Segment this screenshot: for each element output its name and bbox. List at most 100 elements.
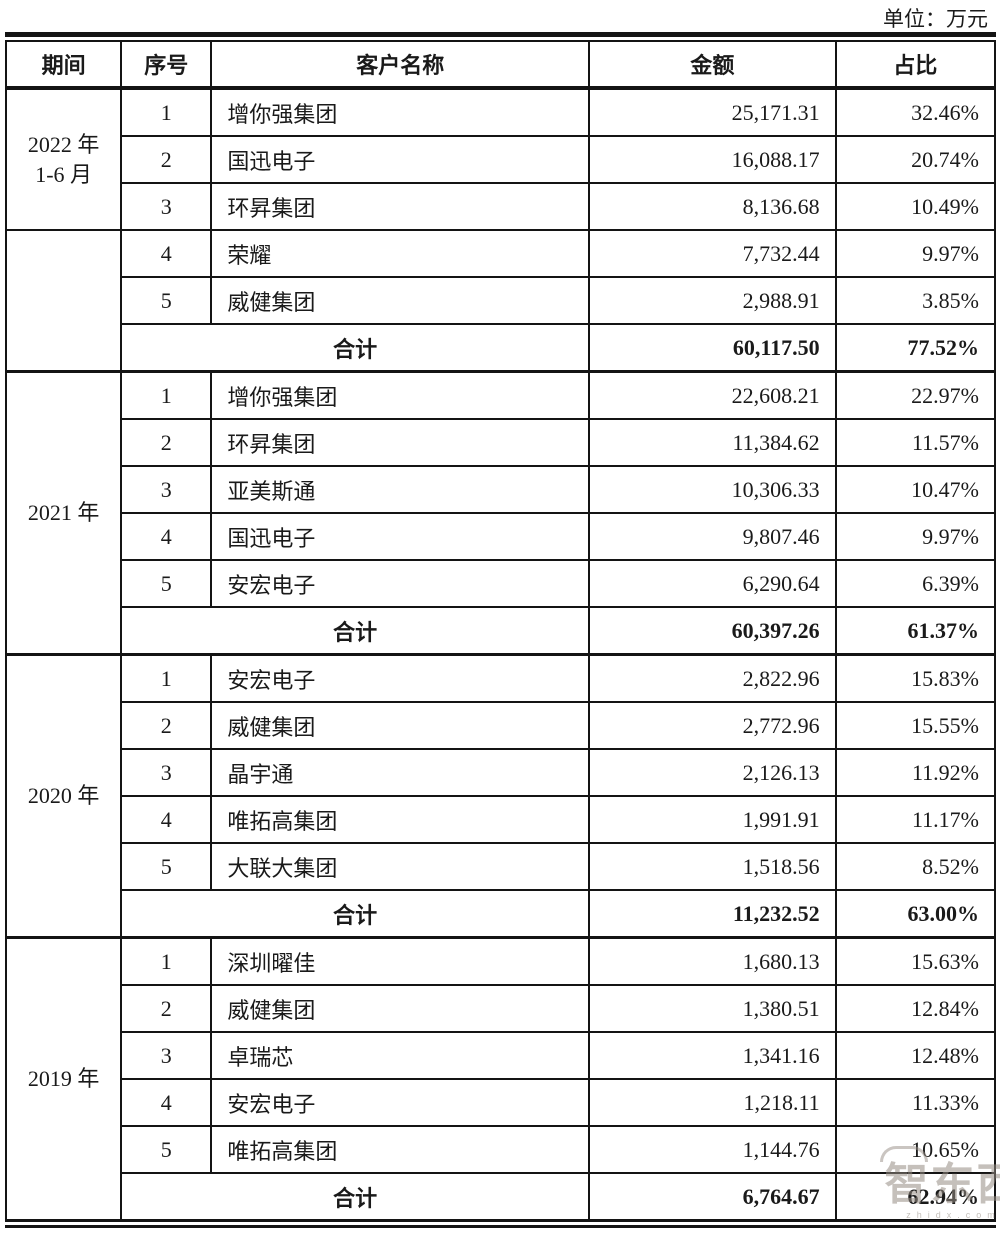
ratio-cell: 9.97% (834, 229, 997, 278)
customer-cell: 威健集团 (210, 984, 591, 1033)
index-cell: 3 (120, 465, 213, 514)
table-row: 4 荣耀 7,732.44 9.97% (4, 229, 997, 373)
table-row: 4 国迅电子 9,807.46 9.97% (6, 512, 997, 561)
ratio-cell: 12.48% (834, 1031, 997, 1080)
index-cell: 4 (120, 229, 213, 278)
table-row: 5 安宏电子 6,290.64 6.39% (6, 559, 997, 608)
total-row: 合计 11,232.52 63.00% (6, 889, 997, 939)
period-cell-2021: 2021 年 (4, 370, 123, 656)
period-cell-2020: 2020 年 (4, 653, 123, 939)
total-row: 合计 6,764.67 62.94% (6, 1172, 997, 1225)
customer-cell: 环昇集团 (210, 418, 591, 467)
customer-cell: 亚美斯通 (210, 465, 591, 514)
total-ratio: 63.00% (834, 889, 997, 939)
index-cell: 1 (120, 370, 213, 420)
total-amount: 6,764.67 (588, 1172, 837, 1225)
ratio-cell: 11.17% (834, 795, 997, 844)
ratio-cell: 11.33% (834, 1078, 997, 1127)
total-ratio: 77.52% (834, 323, 997, 373)
total-ratio: 62.94% (834, 1172, 997, 1225)
period-cell-2022: 2022 年 1-6 月 (4, 86, 123, 231)
ratio-cell: 12.84% (834, 984, 997, 1033)
total-label: 合计 (120, 1172, 591, 1225)
index-cell: 1 (120, 86, 213, 137)
customer-cell: 安宏电子 (210, 653, 591, 703)
ratio-cell: 9.97% (834, 512, 997, 561)
customer-cell: 卓瑞芯 (210, 1031, 591, 1080)
unit-note: 单位：万元 (883, 7, 988, 31)
index-cell: 3 (120, 182, 213, 231)
ratio-cell: 11.92% (834, 748, 997, 797)
customer-cell: 安宏电子 (210, 559, 591, 608)
index-cell: 5 (120, 842, 213, 891)
amount-cell: 7,732.44 (588, 229, 837, 278)
total-label: 合计 (120, 606, 591, 656)
index-cell: 3 (120, 748, 213, 797)
customer-cell: 国迅电子 (210, 512, 591, 561)
zhidx-watermark: 智东西 zhidx.com (866, 1146, 1000, 1220)
ratio-cell: 20.74% (834, 135, 997, 184)
amount-cell: 11,384.62 (588, 418, 837, 467)
amount-cell: 1,380.51 (588, 984, 837, 1033)
header-row: 期间 序号 客户名称 金额 占比 (4, 40, 997, 90)
ratio-cell: 11.57% (834, 418, 997, 467)
table-top-rule (5, 32, 996, 37)
total-amount: 60,397.26 (588, 606, 837, 656)
amount-cell: 16,088.17 (588, 135, 837, 184)
index-cell: 2 (120, 418, 213, 467)
ratio-cell: 15.83% (834, 653, 997, 703)
table-row: 2 威健集团 1,380.51 12.84% (6, 984, 997, 1033)
top-customers-table: 期间 序号 客户名称 金额 占比 2022 年 1-6 月 1 增你强集团 25… (4, 40, 997, 1228)
index-cell: 1 (120, 936, 213, 986)
amount-cell: 8,136.68 (588, 182, 837, 231)
ratio-cell: 32.46% (834, 86, 997, 137)
watermark-domain-text: zhidx.com (906, 1210, 1000, 1220)
table-row: 2 国迅电子 16,088.17 20.74% (6, 135, 997, 184)
total-row: 合计 60,397.26 61.37% (6, 606, 997, 656)
total-amount: 11,232.52 (588, 889, 837, 939)
ratio-cell: 8.52% (834, 842, 997, 891)
customer-cell: 增你强集团 (210, 86, 591, 137)
table-row: 5 唯拓高集团 1,144.76 10.65% (6, 1125, 997, 1174)
table-row: 2021 年 1 增你强集团 22,608.21 22.97% (4, 370, 997, 656)
ratio-cell: 22.97% (834, 370, 997, 420)
customer-cell: 增你强集团 (210, 370, 591, 420)
table-row: 5 大联大集团 1,518.56 8.52% (6, 842, 997, 891)
table-row: 4 唯拓高集团 1,991.91 11.17% (6, 795, 997, 844)
table-row: 3 卓瑞芯 1,341.16 12.48% (6, 1031, 997, 1080)
customer-cell: 唯拓高集团 (210, 795, 591, 844)
customer-cell: 荣耀 (210, 229, 591, 278)
table-row: 2 威健集团 2,772.96 15.55% (6, 701, 997, 750)
period-cell-empty (4, 229, 123, 373)
table-row: 4 安宏电子 1,218.11 11.33% (6, 1078, 997, 1127)
amount-cell: 6,290.64 (588, 559, 837, 608)
amount-cell: 1,680.13 (588, 936, 837, 986)
amount-cell: 2,772.96 (588, 701, 837, 750)
top-customers-table-wrap: 期间 序号 客户名称 金额 占比 2022 年 1-6 月 1 增你强集团 25… (4, 32, 997, 1228)
amount-cell: 1,144.76 (588, 1125, 837, 1174)
customer-cell: 深圳曜佳 (210, 936, 591, 986)
amount-cell: 2,126.13 (588, 748, 837, 797)
customer-cell: 大联大集团 (210, 842, 591, 891)
total-label: 合计 (120, 323, 591, 373)
amount-cell: 25,171.31 (588, 86, 837, 137)
index-cell: 4 (120, 1078, 213, 1127)
index-cell: 4 (120, 795, 213, 844)
amount-cell: 10,306.33 (588, 465, 837, 514)
index-cell: 5 (120, 276, 213, 325)
ratio-cell: 3.85% (834, 276, 997, 325)
total-amount: 60,117.50 (588, 323, 837, 373)
index-cell: 4 (120, 512, 213, 561)
customer-cell: 环昇集团 (210, 182, 591, 231)
customer-cell: 安宏电子 (210, 1078, 591, 1127)
customer-cell: 威健集团 (210, 701, 591, 750)
ratio-cell: 10.49% (834, 182, 997, 231)
customer-cell: 晶宇通 (210, 748, 591, 797)
index-cell: 2 (120, 701, 213, 750)
index-cell: 2 (120, 984, 213, 1033)
amount-cell: 1,218.11 (588, 1078, 837, 1127)
table-row: 2019 年 1 深圳曜佳 1,680.13 15.63% (4, 936, 997, 1225)
index-cell: 3 (120, 1031, 213, 1080)
table-row: 3 环昇集团 8,136.68 10.49% (6, 182, 997, 231)
table-row: 2022 年 1-6 月 1 增你强集团 25,171.31 32.46% (4, 86, 997, 231)
